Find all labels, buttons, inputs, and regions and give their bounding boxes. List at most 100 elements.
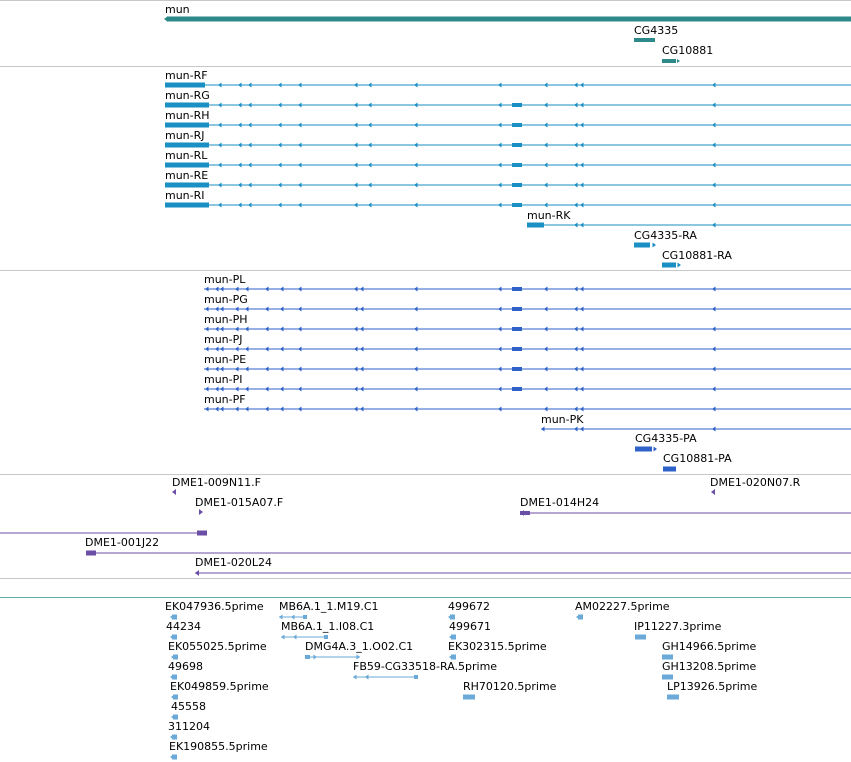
arrow-left-icon — [574, 202, 578, 208]
arrow-left-icon — [298, 142, 302, 148]
arrow-left-icon — [574, 286, 578, 292]
arrow-left-icon — [498, 162, 502, 168]
arrow-left-icon — [235, 306, 239, 312]
exon-block — [512, 123, 522, 127]
arrow-left-icon — [245, 366, 249, 372]
arrow-left-icon — [238, 122, 242, 128]
transcript-label: mun-RH — [165, 109, 210, 122]
arrow-left-icon — [238, 102, 242, 108]
arrow-left-icon — [218, 142, 222, 148]
arrow-left-icon — [205, 366, 209, 372]
arrow-left-icon — [574, 426, 578, 432]
arrow-left-icon — [280, 286, 284, 292]
arrow-left-icon — [712, 326, 716, 332]
est-label: 44234 — [166, 620, 201, 633]
arrow-left-icon — [712, 222, 716, 228]
arrow-left-icon — [215, 306, 219, 312]
arrow-left-icon — [220, 306, 224, 312]
arrow-left-icon — [265, 306, 269, 312]
est-label: EK055025.5prime — [168, 640, 267, 653]
arrow-left-icon — [354, 122, 358, 128]
exon-block — [165, 102, 209, 108]
arrow-left-icon — [205, 386, 209, 392]
arrow-left-icon — [354, 202, 358, 208]
arrow-left-icon — [574, 386, 578, 392]
arrow-left-icon — [170, 614, 174, 620]
est-label: MB6A.1_1.I08.C1 — [281, 620, 374, 633]
arrow-left-icon — [414, 306, 418, 312]
clone-track: DME1-009N11.F DME1-020N07.R DME1-015A07.F D… — [0, 476, 851, 576]
arrow-left-icon — [218, 162, 222, 168]
arrow-left-icon — [498, 202, 502, 208]
arrow-left-icon — [574, 366, 578, 372]
arrow-left-icon — [368, 82, 372, 88]
arrow-left-icon — [220, 366, 224, 372]
arrow-left-icon — [414, 386, 418, 392]
est-label: EK049859.5prime — [170, 680, 269, 693]
arrow-left-icon — [354, 306, 358, 312]
est-label: MB6A.1_1.M19.C1 — [279, 600, 379, 613]
arrow-left-icon — [354, 182, 358, 188]
arrow-left-icon — [278, 162, 282, 168]
protein-label: mun-PI — [204, 373, 243, 386]
exon-block — [463, 694, 475, 700]
arrow-left-icon — [235, 286, 239, 292]
arrow-left-icon — [414, 162, 418, 168]
arrow-right-icon — [652, 242, 656, 248]
arrow-left-icon — [414, 406, 418, 412]
arrow-left-icon — [580, 426, 584, 432]
arrow-left-icon — [368, 162, 372, 168]
transcript-label: mun-RE — [165, 169, 208, 182]
arrow-left-icon — [171, 654, 175, 660]
arrow-left-icon — [245, 286, 249, 292]
arrow-left-icon — [171, 714, 175, 720]
gene-track: mun CG4335 CG10881 — [164, 3, 851, 63]
arrow-left-icon — [576, 614, 580, 620]
arrow-left-icon — [574, 182, 578, 188]
transcript-label: mun-RG — [165, 89, 210, 102]
arrow-left-icon — [278, 182, 282, 188]
arrow-left-icon — [245, 326, 249, 332]
arrow-left-icon — [298, 286, 302, 292]
arrow-right-icon — [677, 59, 680, 63]
arrow-left-icon — [544, 182, 548, 188]
arrow-left-icon — [414, 82, 418, 88]
arrow-left-icon — [280, 406, 284, 412]
exon-block — [305, 655, 310, 659]
est-label: 499671 — [449, 620, 491, 633]
arrow-left-icon — [298, 202, 302, 208]
arrow-left-icon — [278, 202, 282, 208]
est-label: GH13208.5prime — [662, 660, 757, 673]
arrow-left-icon — [360, 286, 364, 292]
exon-block — [86, 550, 96, 556]
arrow-left-icon — [712, 182, 716, 188]
gene-label: CG4335 — [634, 24, 678, 37]
arrow-left-icon — [354, 142, 358, 148]
arrow-left-icon — [215, 386, 219, 392]
arrow-left-icon — [544, 82, 548, 88]
arrow-left-icon — [298, 326, 302, 332]
exon-block — [172, 614, 177, 620]
arrow-left-icon — [218, 102, 222, 108]
arrow-left-icon — [580, 122, 584, 128]
exon-block — [512, 287, 522, 291]
arrow-left-icon — [265, 326, 269, 332]
arrow-left-icon — [544, 202, 548, 208]
arrow-left-icon — [414, 142, 418, 148]
exon-block — [634, 38, 655, 42]
transcript-label: CG10881-RA — [662, 249, 732, 262]
arrow-left-icon — [574, 406, 578, 412]
arrow-left-icon — [265, 406, 269, 412]
arrow-left-icon — [712, 286, 716, 292]
exon-block — [635, 634, 646, 640]
gene-label: CG10881 — [662, 44, 713, 57]
arrow-left-icon — [368, 182, 372, 188]
exon-block — [450, 614, 455, 620]
arrow-left-icon — [354, 102, 358, 108]
arrow-left-icon — [712, 202, 716, 208]
arrow-left-icon — [220, 406, 224, 412]
exon-block — [414, 675, 418, 679]
arrow-left-icon — [354, 286, 358, 292]
arrow-left-icon — [574, 122, 578, 128]
arrow-left-icon — [580, 286, 584, 292]
